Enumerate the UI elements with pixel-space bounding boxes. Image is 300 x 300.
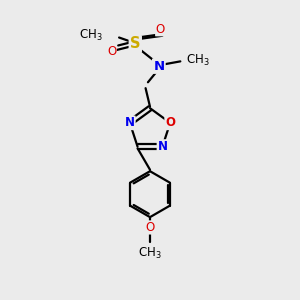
- Text: CH$_3$: CH$_3$: [79, 28, 103, 43]
- Text: CH$_3$: CH$_3$: [138, 246, 162, 261]
- Text: CH$_3$: CH$_3$: [186, 52, 210, 68]
- Text: O: O: [156, 23, 165, 36]
- Text: O: O: [146, 221, 154, 234]
- Text: N: N: [158, 140, 167, 153]
- Text: O: O: [165, 116, 175, 129]
- Text: O: O: [107, 45, 116, 58]
- Text: S: S: [130, 37, 140, 52]
- Text: N: N: [125, 116, 135, 129]
- Text: N: N: [153, 60, 164, 73]
